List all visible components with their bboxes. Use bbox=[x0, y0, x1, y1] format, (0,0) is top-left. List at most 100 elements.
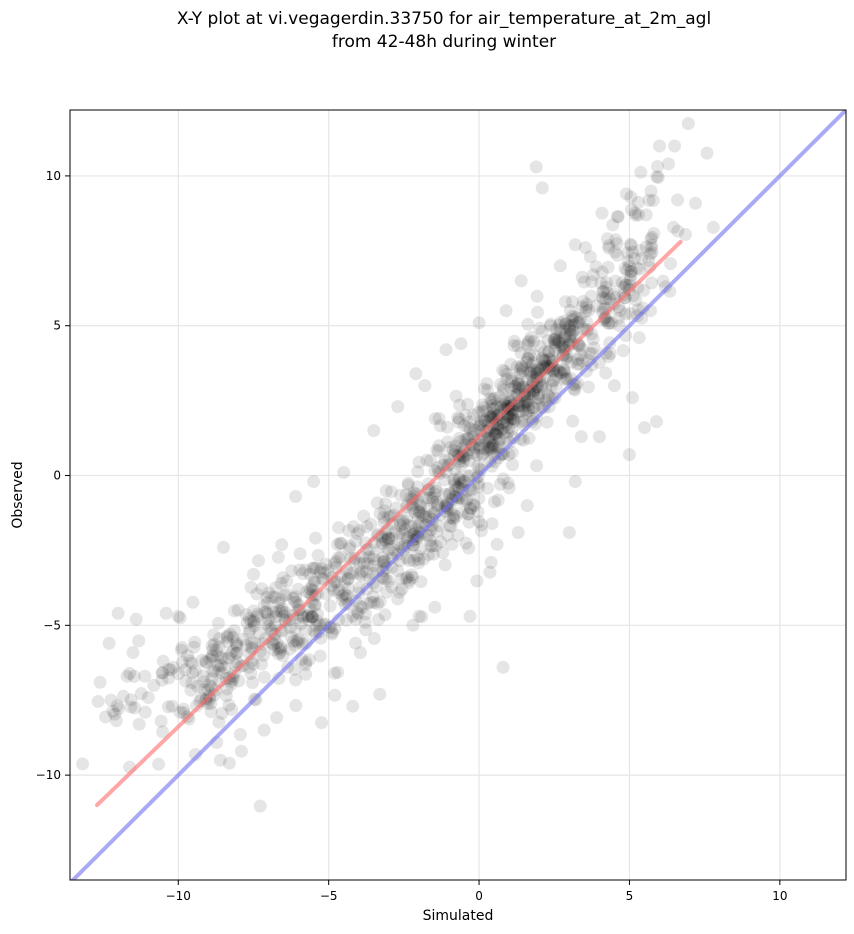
data-point-798 bbox=[448, 462, 462, 476]
data-point-528 bbox=[280, 574, 294, 588]
data-point-836 bbox=[517, 414, 531, 428]
data-point-597 bbox=[412, 519, 426, 532]
data-point-1264 bbox=[373, 687, 387, 701]
y-tick-label-3: 5 bbox=[53, 319, 61, 333]
data-point-971 bbox=[520, 338, 534, 352]
data-point-8 bbox=[341, 581, 355, 595]
data-point-306 bbox=[349, 534, 363, 548]
data-point-575 bbox=[461, 507, 475, 521]
data-point-1283 bbox=[622, 448, 636, 462]
data-point-444 bbox=[200, 656, 213, 670]
data-point-337 bbox=[231, 603, 245, 617]
data-point-290 bbox=[332, 521, 346, 535]
data-point-211 bbox=[328, 666, 342, 680]
data-point-1255 bbox=[213, 753, 227, 767]
data-point-530 bbox=[399, 571, 413, 585]
data-point-359 bbox=[161, 700, 175, 714]
data-point-13 bbox=[291, 635, 305, 649]
data-point-981 bbox=[547, 373, 561, 387]
data-point-1223 bbox=[108, 707, 122, 721]
data-point-449 bbox=[178, 663, 192, 677]
data-point-570 bbox=[491, 493, 505, 507]
data-point-780 bbox=[516, 404, 530, 418]
data-point-1111 bbox=[651, 170, 665, 184]
data-point-557 bbox=[530, 459, 544, 473]
data-point-1200 bbox=[606, 218, 620, 232]
data-point-925 bbox=[558, 314, 572, 328]
data-point-883 bbox=[457, 419, 471, 433]
data-point-52 bbox=[470, 574, 484, 588]
data-point-482 bbox=[400, 530, 414, 544]
data-point-924 bbox=[554, 340, 568, 354]
data-point-1242 bbox=[155, 666, 169, 680]
data-point-1169 bbox=[573, 312, 587, 326]
data-point-1181 bbox=[679, 228, 692, 241]
data-point-241 bbox=[332, 583, 346, 597]
data-point-338 bbox=[179, 674, 193, 688]
data-point-96 bbox=[357, 509, 371, 523]
data-point-623 bbox=[522, 431, 536, 445]
data-point-447 bbox=[211, 649, 225, 663]
data-point-174 bbox=[310, 614, 324, 628]
data-point-7 bbox=[444, 520, 458, 533]
data-point-297 bbox=[287, 634, 300, 648]
data-point-976 bbox=[542, 344, 556, 358]
data-point-190 bbox=[273, 604, 287, 618]
data-point-1020 bbox=[557, 366, 571, 380]
data-point-604 bbox=[401, 518, 415, 532]
data-point-259 bbox=[311, 548, 325, 562]
data-point-383 bbox=[265, 590, 279, 604]
data-point-716 bbox=[483, 443, 497, 457]
data-point-1108 bbox=[578, 241, 592, 255]
data-point-560 bbox=[466, 498, 480, 511]
data-point-370 bbox=[205, 639, 219, 653]
data-point-267 bbox=[233, 728, 247, 741]
data-point-730 bbox=[518, 403, 532, 417]
data-point-0 bbox=[309, 561, 323, 575]
data-point-548 bbox=[457, 454, 471, 468]
data-point-93 bbox=[364, 595, 378, 609]
plot-frame bbox=[69, 109, 847, 881]
data-point-439 bbox=[247, 604, 260, 618]
data-point-1302 bbox=[520, 499, 534, 512]
data-point-143 bbox=[380, 585, 394, 599]
data-point-1148 bbox=[587, 341, 601, 355]
data-point-926 bbox=[531, 363, 545, 376]
data-point-920 bbox=[523, 366, 537, 380]
data-point-395 bbox=[186, 666, 200, 680]
data-point-790 bbox=[527, 401, 541, 415]
data-point-957 bbox=[571, 315, 585, 329]
data-point-568 bbox=[407, 489, 421, 503]
data-point-587 bbox=[447, 508, 461, 522]
data-point-100 bbox=[269, 581, 283, 595]
data-point-616 bbox=[402, 554, 416, 567]
data-point-357 bbox=[205, 672, 219, 686]
data-point-33 bbox=[331, 538, 345, 551]
data-point-30 bbox=[331, 551, 345, 565]
data-point-103 bbox=[428, 412, 442, 426]
data-point-1202 bbox=[612, 311, 625, 325]
data-point-770 bbox=[497, 426, 511, 440]
data-point-1176 bbox=[671, 224, 685, 238]
data-point-692 bbox=[502, 420, 516, 434]
data-point-341 bbox=[224, 647, 238, 661]
data-point-701 bbox=[474, 463, 488, 477]
data-point-1186 bbox=[612, 319, 626, 333]
data-point-729 bbox=[491, 421, 505, 435]
data-point-307 bbox=[284, 630, 298, 644]
data-point-384 bbox=[215, 651, 229, 665]
data-point-591 bbox=[461, 469, 475, 483]
chart-title: X-Y plot at vi.vegagerdin.33750 for air_… bbox=[177, 9, 711, 29]
data-point-1128 bbox=[667, 220, 680, 234]
data-point-402 bbox=[245, 636, 258, 649]
grid-lines bbox=[70, 110, 846, 880]
data-point-858 bbox=[432, 412, 446, 425]
data-point-322 bbox=[240, 616, 254, 630]
data-point-136 bbox=[299, 655, 313, 669]
data-point-1230 bbox=[91, 695, 105, 708]
data-point-426 bbox=[230, 637, 244, 651]
data-point-140 bbox=[267, 606, 280, 620]
data-point-429 bbox=[162, 671, 176, 685]
data-point-1210 bbox=[585, 275, 599, 289]
data-point-202 bbox=[373, 507, 387, 520]
